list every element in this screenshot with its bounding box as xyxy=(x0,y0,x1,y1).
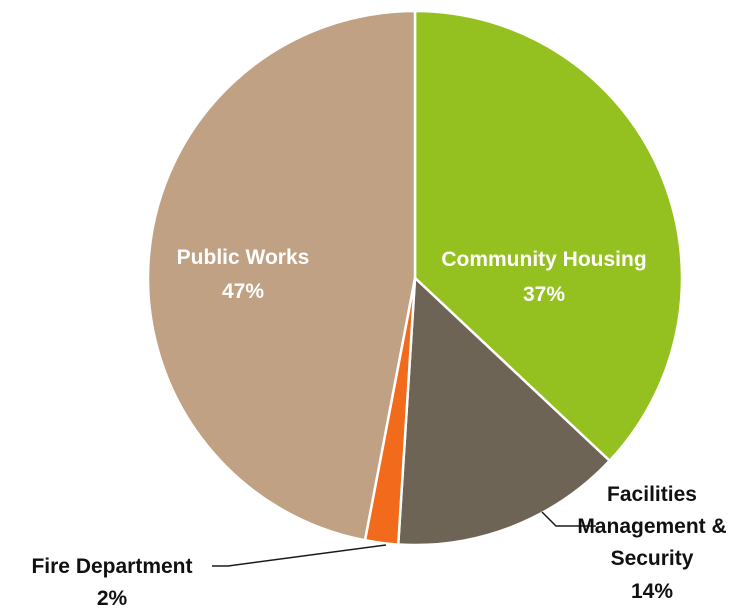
value-facilities: 14% xyxy=(631,580,673,603)
label-facilities-line-2: Management & xyxy=(577,515,726,538)
label-facilities-line-3: Security xyxy=(611,547,694,570)
value-community-housing: 37% xyxy=(523,283,565,306)
pie-slice-facilities-management-security xyxy=(396,275,612,547)
label-public-works: Public Works xyxy=(177,246,310,269)
leader-line-fire-department xyxy=(212,544,387,567)
leader-line-facilities xyxy=(541,511,596,527)
label-community-housing: Community Housing xyxy=(441,248,646,271)
pie-slices xyxy=(146,9,684,547)
pie-slice-public-works xyxy=(146,9,417,542)
pie-slice-community-housing xyxy=(413,9,684,463)
value-fire-department: 2% xyxy=(97,587,128,610)
label-fire-department: Fire Department xyxy=(31,555,192,578)
value-public-works: 47% xyxy=(222,280,264,303)
label-facilities-line-1: Facilities xyxy=(607,483,697,506)
